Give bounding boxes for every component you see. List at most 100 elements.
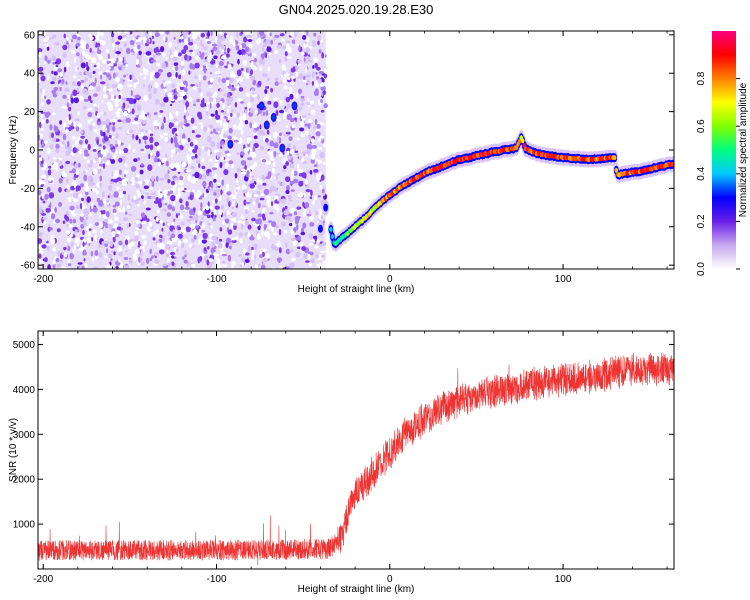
noise-dot [139, 129, 145, 132]
noise-dot [209, 260, 214, 266]
noise-dot [254, 264, 258, 269]
noise-dot [135, 42, 142, 45]
noise-dot [290, 257, 296, 262]
noise-dot [281, 222, 286, 227]
noise-dot [187, 116, 192, 120]
noise-dot [291, 76, 296, 79]
noise-dot [150, 192, 156, 196]
noise-dot [296, 43, 299, 47]
noise-dot [208, 159, 213, 162]
noise-dot [236, 167, 242, 173]
noise-dot [162, 79, 166, 83]
noise-dot [265, 86, 270, 89]
noise-dot [107, 53, 110, 59]
noise-dot [69, 218, 73, 224]
noise-dot [221, 264, 228, 267]
noise-dot [38, 142, 42, 147]
noise-dot [177, 212, 180, 216]
noise-dot [69, 252, 74, 260]
noise-dot [192, 50, 196, 57]
noise-dot [41, 193, 45, 199]
noise-dot [257, 184, 262, 190]
noise-dot [80, 245, 86, 250]
noise-dot [230, 218, 235, 221]
spot-inner [272, 114, 276, 120]
noise-dot [170, 180, 176, 186]
noise-dot [209, 171, 213, 178]
noise-dot [117, 83, 123, 91]
noise-dot [117, 108, 123, 111]
noise-dot [131, 176, 135, 184]
noise-dot [169, 122, 175, 128]
noise-dot [93, 40, 96, 47]
noise-dot [75, 42, 81, 47]
noise-dot [315, 254, 319, 259]
noise-dot [240, 215, 245, 219]
noise-dot [96, 49, 102, 55]
noise-dot [230, 35, 233, 40]
noise-dot [256, 235, 262, 240]
noise-dot [64, 87, 70, 93]
noise-dot [269, 32, 272, 37]
noise-dot [308, 192, 311, 196]
noise-dot [59, 85, 62, 92]
noise-dot [149, 133, 154, 137]
colorbar-ticks: 0.00.20.40.60.8 [696, 71, 740, 276]
noise-dot [305, 47, 311, 54]
noise-dot [250, 234, 254, 240]
noise-dot [200, 39, 203, 46]
noise-dot [55, 138, 60, 142]
noise-dot [139, 245, 145, 249]
noise-dot [223, 51, 227, 55]
noise-dot [149, 144, 154, 151]
noise-dot [88, 223, 92, 227]
noise-dot [302, 35, 307, 40]
noise-dot [77, 162, 81, 168]
noise-dot [74, 118, 80, 122]
noise-dot [298, 106, 302, 111]
noise-dot [76, 241, 80, 248]
noise-dot [166, 253, 170, 258]
noise-dot [175, 71, 178, 78]
noise-dot [240, 43, 247, 49]
noise-dot [287, 143, 292, 148]
noise-dot [179, 214, 184, 219]
noise-dot [267, 77, 270, 82]
noise-dot [79, 44, 85, 49]
noise-dot [59, 160, 63, 167]
noise-dot [221, 77, 227, 84]
noise-dot [151, 175, 155, 182]
noise-dot [296, 152, 299, 156]
noise-dot [125, 47, 131, 55]
noise-dot [81, 84, 84, 90]
noise-dot [185, 169, 191, 173]
noise-dot [200, 230, 206, 233]
noise-dot [213, 252, 218, 260]
noise-dot [98, 243, 101, 249]
noise-dot [270, 39, 273, 45]
noise-dot [198, 238, 201, 245]
y-tick-label: 60 [24, 30, 36, 41]
noise-dot [104, 240, 109, 244]
noise-dot [249, 96, 255, 103]
noise-dot [185, 226, 191, 233]
noise-dot [122, 159, 126, 163]
noise-dot [122, 206, 125, 212]
noise-dot [164, 137, 169, 142]
noise-dot [183, 87, 188, 92]
noise-dot [216, 192, 220, 198]
noise-dot [166, 212, 171, 217]
noise-dot [43, 111, 47, 115]
noise-dot [46, 240, 49, 244]
noise-dot [137, 190, 141, 197]
spot-inner [265, 122, 269, 128]
noise-dot [210, 140, 216, 148]
noise-dot [90, 181, 95, 187]
noise-dot [313, 90, 319, 97]
noise-dot [273, 203, 279, 211]
noise-dot [150, 59, 156, 63]
noise-dot [142, 248, 145, 252]
noise-dot [136, 53, 142, 61]
noise-dot [133, 254, 138, 261]
noise-dot [218, 60, 224, 67]
